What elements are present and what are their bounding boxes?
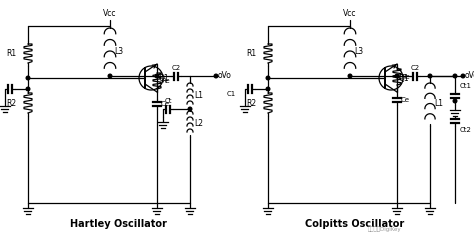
Circle shape	[108, 74, 112, 78]
Circle shape	[26, 87, 30, 91]
Circle shape	[214, 74, 218, 78]
Text: Re: Re	[161, 78, 170, 84]
Text: C1: C1	[227, 91, 236, 97]
Text: Colpitts Oscillator: Colpitts Oscillator	[305, 219, 405, 229]
Text: Q1: Q1	[159, 73, 170, 83]
Text: Re: Re	[401, 74, 410, 80]
Text: Ce: Ce	[401, 97, 410, 103]
Text: L2: L2	[194, 118, 203, 127]
Circle shape	[26, 76, 30, 80]
Text: Ce: Ce	[161, 101, 170, 107]
Text: L1: L1	[434, 99, 443, 108]
Text: oVo: oVo	[218, 72, 232, 80]
Circle shape	[188, 107, 192, 111]
Circle shape	[266, 76, 270, 80]
Text: oVo: oVo	[465, 72, 474, 80]
Circle shape	[428, 74, 432, 78]
Circle shape	[266, 87, 270, 91]
Text: C2: C2	[172, 65, 181, 71]
Text: Vcc: Vcc	[103, 9, 117, 18]
Text: Ct1: Ct1	[460, 83, 472, 89]
Text: L3: L3	[114, 46, 123, 55]
Circle shape	[453, 74, 457, 78]
Text: Hartley Oscillator: Hartley Oscillator	[70, 219, 166, 229]
Text: C2: C2	[411, 65, 420, 71]
Text: L3: L3	[354, 46, 363, 55]
Text: 得捷电子DigiKey: 得捷电子DigiKey	[368, 226, 402, 232]
Text: R1: R1	[6, 49, 16, 58]
Circle shape	[155, 74, 159, 78]
Text: R2: R2	[6, 98, 16, 108]
Text: L1: L1	[194, 90, 203, 100]
Circle shape	[348, 74, 352, 78]
Text: Ct2: Ct2	[460, 127, 472, 133]
Circle shape	[453, 99, 457, 103]
Text: Vcc: Vcc	[343, 9, 357, 18]
Text: R1: R1	[246, 49, 256, 58]
Text: Q1: Q1	[399, 73, 410, 83]
Circle shape	[395, 74, 399, 78]
Text: Ct: Ct	[164, 98, 172, 104]
Text: R2: R2	[246, 98, 256, 108]
Circle shape	[461, 74, 465, 78]
